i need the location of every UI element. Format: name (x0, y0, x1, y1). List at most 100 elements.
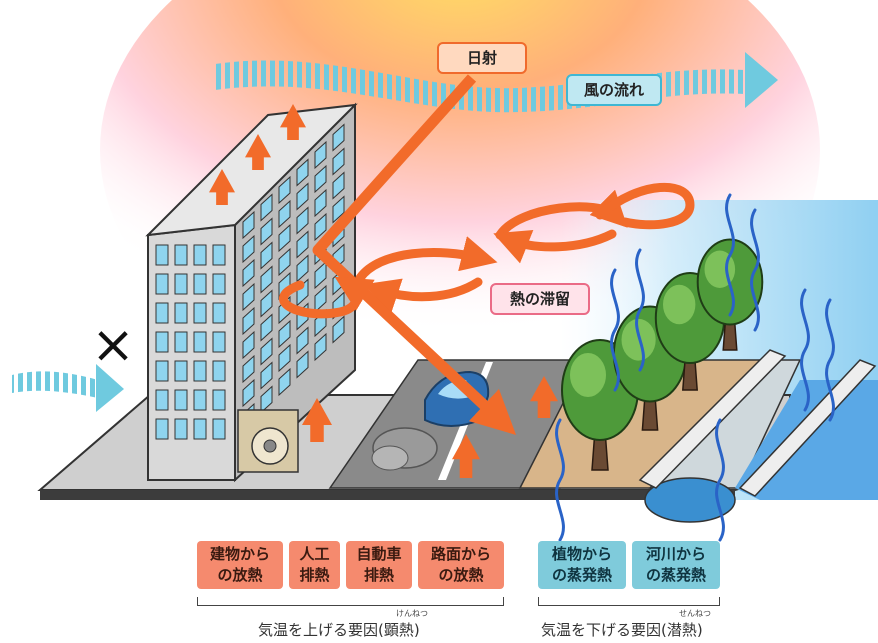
window (260, 337, 273, 366)
heat-up-arrow-icon (530, 376, 558, 418)
window (260, 193, 273, 222)
lower-factors-bracket (538, 597, 720, 606)
heat-up-arrow-icon (302, 398, 332, 442)
window (212, 273, 226, 295)
lower-factors-caption: 気温を下げる要因(潜熱) (541, 621, 703, 639)
window (296, 278, 309, 307)
window (296, 350, 309, 379)
window (242, 282, 255, 312)
cooling-source-river: 河川から の蒸発熱 (632, 541, 720, 589)
window (260, 361, 273, 390)
window (278, 175, 291, 205)
heat-up-arrow-icon (280, 104, 306, 140)
window (314, 332, 327, 362)
heat-source-road: 路面から の放熱 (418, 541, 504, 589)
window (193, 360, 207, 382)
window (314, 164, 327, 194)
wind-flow-label: 風の流れ (566, 74, 662, 106)
heat-source-vehicle: 自動車 排熱 (346, 541, 412, 589)
sunlight-label: 日射 (437, 42, 527, 74)
heat-source-artificial: 人工 排熱 (289, 541, 340, 589)
office-building (145, 102, 358, 483)
window (242, 258, 255, 288)
window (242, 354, 255, 384)
window (260, 289, 273, 318)
window (332, 123, 345, 152)
window (260, 241, 273, 270)
window (212, 302, 226, 324)
window (296, 158, 309, 187)
window (278, 247, 291, 277)
wind-flow-left (12, 364, 124, 412)
window (193, 389, 207, 411)
window (174, 302, 188, 324)
window (155, 273, 169, 295)
window (212, 244, 226, 266)
window (296, 254, 309, 283)
window (332, 195, 345, 224)
window (174, 360, 188, 382)
window (242, 210, 255, 240)
window (332, 171, 345, 200)
window (278, 367, 291, 397)
window (212, 418, 226, 440)
window (278, 319, 291, 349)
window (332, 147, 345, 176)
heat-release-arrows (209, 104, 558, 478)
window (193, 273, 207, 295)
window (278, 343, 291, 373)
wind-arrowhead-icon (96, 364, 124, 412)
window (193, 302, 207, 324)
window (332, 315, 345, 344)
raise-factors-caption: 気温を上げる要因(顕熱) (258, 621, 420, 639)
window (155, 418, 169, 440)
window (278, 223, 291, 253)
window (314, 188, 327, 218)
window (174, 244, 188, 266)
window (242, 306, 255, 336)
raise-factors-bracket (197, 597, 504, 606)
cooling-source-plants: 植物から の蒸発熱 (538, 541, 626, 589)
window (314, 284, 327, 314)
window (212, 360, 226, 382)
window (174, 389, 188, 411)
window (260, 217, 273, 246)
heat-up-arrow-icon (209, 169, 235, 205)
heat-source-building: 建物から の放熱 (197, 541, 283, 589)
window (155, 302, 169, 324)
window (296, 206, 309, 235)
window (296, 182, 309, 211)
window (155, 389, 169, 411)
heat-up-arrow-icon (452, 434, 480, 478)
heat-swirls (279, 182, 695, 319)
window (174, 331, 188, 353)
window (260, 385, 273, 414)
window (155, 331, 169, 353)
window (174, 273, 188, 295)
window (212, 331, 226, 353)
window (314, 140, 327, 170)
blocked-wind-mark: × (91, 315, 135, 375)
evaporation-waves (555, 193, 835, 542)
window (155, 244, 169, 266)
heat-retention-label: 熱の滞留 (490, 283, 590, 315)
window (155, 360, 169, 382)
window (278, 199, 291, 229)
heat-up-arrow-icon (245, 134, 271, 170)
window (242, 330, 255, 360)
wind-arrowhead-icon (745, 52, 778, 108)
window (193, 418, 207, 440)
window (174, 418, 188, 440)
window (212, 389, 226, 411)
window (260, 265, 273, 294)
window (296, 326, 309, 355)
window (314, 260, 327, 290)
air-conditioner-unit-icon (237, 409, 299, 473)
window (193, 244, 207, 266)
raise-caption-ruby: けんねつ (396, 609, 428, 618)
window (314, 212, 327, 242)
tree-icon (612, 305, 688, 431)
sunlight-ray-arrow (312, 74, 517, 436)
lower-caption-ruby: せんねつ (679, 609, 711, 618)
